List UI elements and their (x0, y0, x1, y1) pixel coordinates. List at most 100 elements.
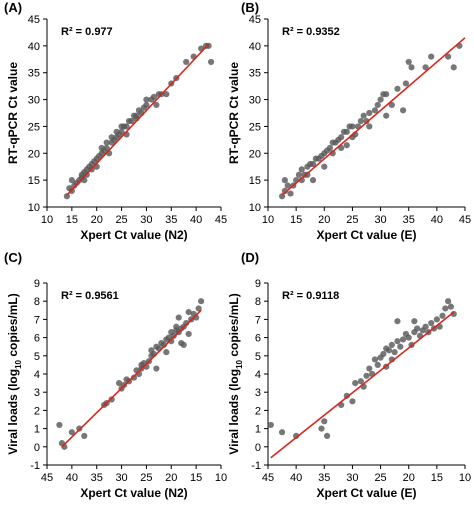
data-point (380, 350, 387, 358)
data-point (183, 58, 190, 66)
panel-label: (B) (241, 0, 259, 15)
data-point (63, 193, 70, 200)
data-point (445, 53, 452, 60)
data-point (397, 343, 404, 350)
data-point (150, 93, 157, 100)
data-point (321, 418, 328, 425)
x-tick-label: 10 (459, 472, 471, 484)
panel-label: (A) (4, 0, 22, 15)
x-tick-label: 15 (66, 214, 78, 226)
x-tick-label: 35 (403, 214, 415, 226)
data-point (363, 117, 370, 125)
data-point (103, 144, 110, 152)
data-point (205, 42, 212, 49)
data-point (198, 298, 205, 305)
y-tick-label: 15 (249, 175, 261, 187)
data-point (175, 314, 182, 321)
trend-line (281, 37, 466, 196)
data-point (428, 319, 435, 327)
data-point (133, 112, 140, 119)
x-tick-label: 10 (41, 214, 53, 226)
data-point (377, 96, 384, 103)
data-point (180, 341, 187, 348)
x-tick-label: 15 (190, 472, 202, 484)
data-point (439, 312, 446, 319)
data-point (450, 64, 457, 71)
x-tick-label: 25 (346, 214, 358, 226)
data-point (394, 85, 401, 92)
trend-line (66, 43, 210, 196)
r-squared-annotation: R² = 0.9118 (282, 290, 339, 302)
data-point (360, 112, 367, 119)
x-tick-label: 45 (215, 214, 227, 226)
data-point (293, 432, 300, 439)
x-tick-label: 25 (140, 472, 152, 484)
data-point (304, 171, 311, 178)
y-tick-label: 30 (28, 95, 40, 107)
y-tick-label: 10 (28, 202, 40, 214)
y-tick-label: 15 (28, 175, 40, 187)
y-tick-label: 4 (255, 369, 261, 381)
data-point (309, 177, 317, 184)
y-axis-title-part: copies/mL) (6, 293, 20, 360)
data-point (329, 150, 336, 157)
y-tick-label: 1 (255, 424, 261, 436)
data-point (343, 128, 350, 135)
data-point (309, 160, 317, 168)
y-tick-label: 9 (34, 278, 40, 290)
data-point (123, 123, 130, 130)
data-point (185, 309, 192, 316)
x-tick-label: 30 (140, 214, 152, 226)
data-point (366, 365, 373, 372)
data-point (56, 421, 63, 429)
x-tick-label: 20 (91, 214, 103, 226)
panel-label: (C) (4, 250, 22, 265)
y-tick-label: 5 (255, 351, 261, 363)
data-point (81, 432, 88, 439)
data-point (128, 117, 135, 125)
x-tick-label: 20 (318, 214, 330, 226)
y-tick-label: 30 (249, 95, 261, 107)
y-tick-label: 7 (34, 314, 40, 326)
panel-label: (D) (241, 250, 259, 265)
y-tick-label: 35 (28, 68, 40, 80)
y-tick-label: 20 (249, 148, 261, 160)
data-point (173, 323, 180, 330)
y-tick-label: -1 (251, 460, 261, 472)
data-point (402, 80, 409, 87)
data-point (278, 429, 286, 436)
x-tick-label: 30 (115, 472, 127, 484)
data-point (143, 96, 150, 103)
y-tick-label: 4 (34, 369, 40, 381)
data-point (287, 190, 294, 197)
data-point (405, 58, 412, 66)
data-point (371, 107, 379, 114)
data-point (411, 318, 418, 325)
y-tick-label: 8 (34, 296, 40, 308)
data-point (207, 58, 215, 66)
data-point (385, 347, 393, 354)
x-axis-title: Xpert Ct value (E) (316, 486, 416, 500)
x-tick-label: 45 (41, 472, 53, 484)
data-point (326, 144, 334, 152)
data-point (298, 166, 305, 173)
r-squared-annotation: R² = 0.9561 (61, 290, 119, 302)
data-point (391, 349, 398, 356)
y-tick-label: -1 (30, 460, 40, 472)
y-tick-label: 2 (255, 405, 261, 417)
y-tick-label: 9 (255, 278, 261, 290)
x-axis-title: Xpert Ct value (N2) (80, 228, 187, 242)
y-axis-title-subscript: 10 (235, 359, 244, 368)
data-point (428, 53, 435, 60)
y-tick-label: 20 (28, 148, 40, 160)
y-tick-label: 25 (249, 121, 261, 133)
data-point (130, 374, 138, 381)
data-point (445, 298, 452, 305)
data-point (295, 171, 303, 178)
data-point (394, 338, 401, 345)
data-point (321, 163, 328, 170)
y-axis-title: Viral loads (log10 copies/mL) (6, 293, 23, 454)
y-tick-label: 3 (255, 387, 261, 399)
